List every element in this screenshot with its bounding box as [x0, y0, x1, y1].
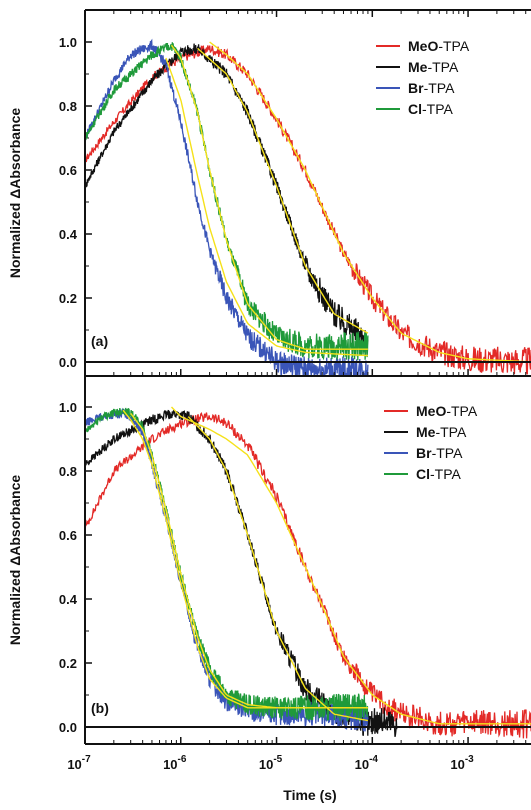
x-tick-base-3: 10 — [355, 757, 369, 772]
y-axis-title-a: Normalized ΔAbsorbance — [7, 108, 23, 279]
x-tick-label-4: 10-3 — [450, 754, 474, 772]
x-axis-title: Time (s) — [283, 787, 336, 803]
legend-label-a-cl: Cl-TPA — [408, 101, 454, 117]
legend-label-b-br: Br-TPA — [416, 445, 463, 461]
x-axis: 10-7 10-6 10-5 10-4 10-3 — [67, 10, 527, 772]
series-line-a-br — [85, 38, 369, 376]
y-tick-label-b-0: 0.0 — [59, 720, 77, 735]
y-axis-title-b: Normalized ΔAbsorbance — [7, 475, 23, 646]
legend-label-b-cl: Cl-TPA — [416, 466, 462, 482]
x-tick-exponent-2: -5 — [273, 754, 282, 765]
y-tick-label-a-2: 0.4 — [59, 227, 78, 242]
fit-line-b-1 — [187, 416, 369, 722]
panel-a: 0.00.20.40.60.81.0 (a) MeO-TPAMe-TPABr-T… — [59, 35, 531, 376]
series-line-a-cl — [85, 42, 369, 361]
x-tick-label-2: 10-5 — [259, 754, 283, 772]
x-tick-label-3: 10-4 — [355, 754, 379, 772]
legend-rest-a-3: -TPA — [422, 101, 454, 117]
fit-line-a-3 — [170, 44, 368, 350]
legend-bold-b-1: Me — [416, 424, 436, 440]
y-tick-label-a-0: 0.0 — [59, 355, 77, 370]
x-tick-exponent-3: -4 — [369, 754, 378, 765]
legend-label-b-me: Me-TPA — [416, 424, 467, 440]
legend-rest-b-2: -TPA — [432, 445, 464, 461]
legend-rest-a-2: -TPA — [424, 80, 456, 96]
legend-bold-a-0: MeO — [408, 38, 438, 54]
legend-rest-b-1: -TPA — [435, 424, 467, 440]
fit-line-b-0 — [170, 406, 531, 725]
legend-bold-b-0: MeO — [416, 403, 446, 419]
fit-line-a-1 — [197, 47, 369, 334]
series-line-a-me — [85, 43, 369, 355]
x-tick-exponent-1: -6 — [178, 754, 187, 765]
axes-frame — [84, 9, 531, 745]
legend-rest-a-1: -TPA — [427, 59, 459, 75]
legend-bold-a-3: Cl — [408, 101, 422, 117]
legend-rest-b-0: -TPA — [446, 403, 478, 419]
y-tick-label-a-1: 0.2 — [59, 291, 77, 306]
y-tick-label-a-5: 1.0 — [59, 35, 77, 50]
legend-label-a-me: Me-TPA — [408, 59, 459, 75]
x-tick-label-1: 10-6 — [163, 754, 187, 772]
y-tick-label-b-2: 0.4 — [59, 592, 78, 607]
fit-line-b-3 — [130, 412, 368, 709]
y-tick-label-b-5: 1.0 — [59, 400, 77, 415]
legend-rest-a-0: -TPA — [438, 38, 470, 54]
plot-area-b — [85, 406, 531, 739]
series-group-b — [85, 406, 531, 739]
x-tick-base-1: 10 — [163, 757, 177, 772]
y-tick-label-b-3: 0.6 — [59, 528, 77, 543]
series-group-a — [85, 38, 531, 376]
legend-label-b-meo: MeO-TPA — [416, 403, 478, 419]
x-tick-exponent-4: -3 — [465, 754, 474, 765]
series-line-b-cl — [85, 407, 369, 722]
series-line-a-meo — [85, 45, 531, 375]
y-tick-label-b-1: 0.2 — [59, 656, 77, 671]
plot-area-a — [85, 38, 531, 376]
legend-bold-a-2: Br — [408, 80, 424, 96]
x-tick-label-0: 10-7 — [67, 754, 91, 772]
y-tick-label-b-4: 0.8 — [59, 464, 77, 479]
fit-line-a-2 — [165, 57, 368, 357]
panel-label-b: (b) — [91, 700, 109, 716]
panel-label-a: (a) — [91, 333, 108, 349]
legend-label-a-meo: MeO-TPA — [408, 38, 470, 54]
x-tick-base-0: 10 — [67, 757, 81, 772]
legend-bold-b-3: Cl — [416, 466, 430, 482]
y-axis-a: 0.0 0.2 0.4 0.6 0.8 1.0 — [59, 35, 92, 370]
legend-label-a-br: Br-TPA — [408, 80, 455, 96]
fit-line-a-0 — [209, 41, 531, 363]
legend-bold-a-1: Me — [408, 59, 428, 75]
x-tick-base-4: 10 — [450, 757, 464, 772]
panel-b: 0.00.20.40.60.81.0 (b) MeO-TPAMe-TPABr-T… — [59, 400, 531, 739]
y-tick-label-a-4: 0.8 — [59, 99, 77, 114]
y-axis-b: 0.0 0.2 0.4 0.6 0.8 1.0 — [59, 400, 92, 735]
fit-line-b-2 — [122, 409, 368, 709]
legend-rest-b-3: -TPA — [430, 466, 462, 482]
y-tick-label-a-3: 0.6 — [59, 163, 77, 178]
legend-bold-b-2: Br — [416, 445, 432, 461]
x-tick-exponent-0: -7 — [82, 754, 91, 765]
x-tick-base-2: 10 — [259, 757, 273, 772]
